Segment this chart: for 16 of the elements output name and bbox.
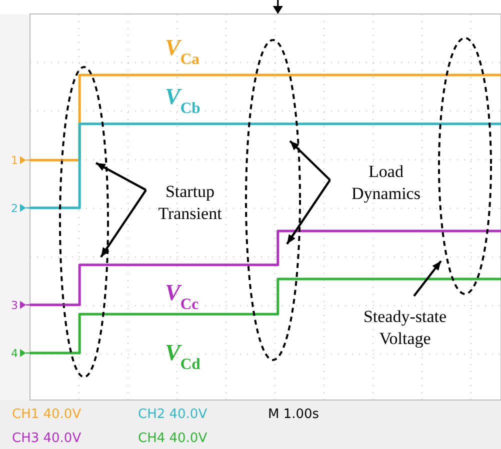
text: M 1.00s bbox=[268, 407, 320, 422]
text: 2 bbox=[11, 202, 18, 215]
series-label: V$_{Cb}$ bbox=[165, 84, 201, 116]
text: CH3 40.0V bbox=[12, 431, 82, 446]
annotation: Startup Transient bbox=[158, 182, 222, 223]
annotation: Steady-state Voltage bbox=[363, 307, 447, 348]
annotation: Load Dynamics bbox=[352, 162, 420, 203]
text: 4 bbox=[11, 347, 18, 360]
text: CH1 40.0V bbox=[12, 407, 82, 422]
series-label: V$_{Cc}$ bbox=[165, 280, 199, 312]
text: CH2 40.0V bbox=[138, 407, 208, 422]
text: 1 bbox=[11, 154, 18, 168]
text: CH4 40.0V bbox=[138, 431, 208, 446]
series-label: V$_{Ca}$ bbox=[165, 35, 200, 68]
series-label: V$_{Cd}$ bbox=[165, 340, 201, 372]
text: 3 bbox=[11, 298, 18, 312]
